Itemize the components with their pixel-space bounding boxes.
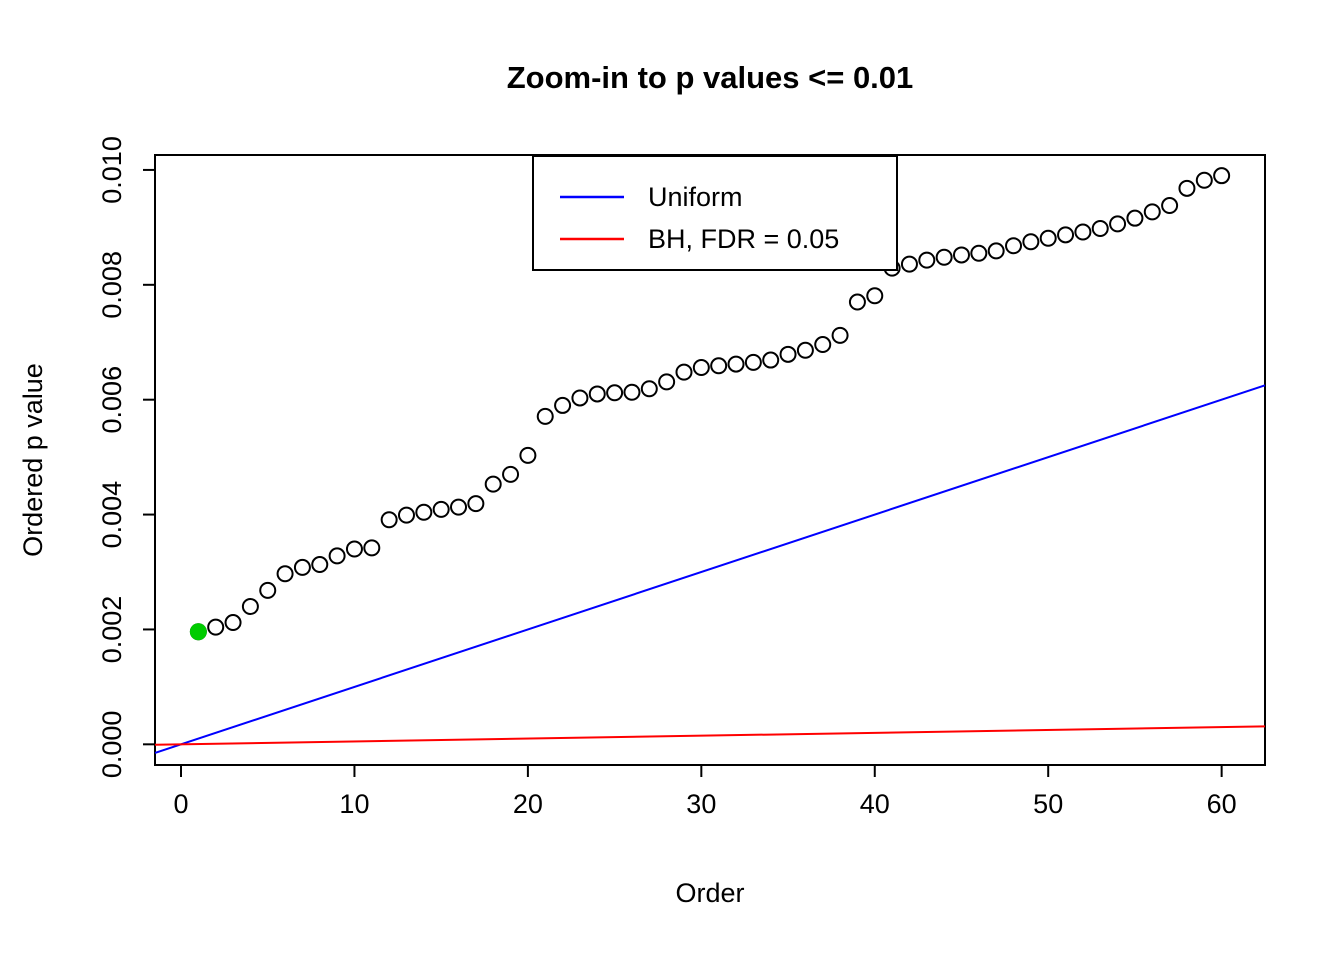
data-point (380, 511, 398, 529)
data-point (640, 380, 658, 398)
data-point (744, 353, 762, 371)
data-point (1195, 171, 1213, 189)
data-point (467, 495, 485, 513)
data-point (1091, 220, 1109, 238)
reference-line-uniform (154, 384, 1266, 754)
data-point (345, 540, 363, 558)
legend-label: Uniform (648, 182, 743, 212)
data-point (866, 287, 884, 305)
data-point (658, 373, 676, 391)
data-point (1109, 215, 1127, 233)
data-point (1074, 223, 1092, 241)
y-axis-label: Ordered p value (18, 363, 48, 557)
x-tick-label: 30 (686, 789, 716, 819)
data-point (762, 351, 780, 369)
data-point (432, 500, 450, 518)
data-point (502, 465, 520, 483)
data-point (450, 498, 468, 516)
data-point (710, 357, 728, 375)
data-point (415, 503, 433, 521)
x-tick-label: 50 (1033, 789, 1063, 819)
data-point (727, 355, 745, 373)
highlighted-data-point (189, 623, 207, 641)
x-tick-label: 20 (513, 789, 543, 819)
data-point (293, 558, 311, 576)
y-tick-label: 0.006 (97, 366, 127, 434)
data-point (623, 383, 641, 401)
legend-entries: Uniform BH, FDR = 0.05 (560, 182, 839, 254)
x-tick-label: 60 (1207, 789, 1237, 819)
data-point (363, 539, 381, 557)
data-point (554, 396, 572, 414)
data-point (970, 244, 988, 262)
data-point (311, 556, 329, 574)
data-point (241, 597, 259, 615)
reference-line-bh-fdr-0-05 (154, 725, 1266, 746)
legend-box (532, 155, 898, 271)
data-point (831, 326, 849, 344)
data-point (224, 614, 242, 632)
data-point (1022, 233, 1040, 251)
x-tick-label: 10 (339, 789, 369, 819)
data-point (1161, 197, 1179, 215)
y-tick-label: 0.002 (97, 596, 127, 664)
data-point (536, 407, 554, 425)
data-point (1005, 237, 1023, 255)
y-tick-label: 0.008 (97, 251, 127, 319)
legend: Uniform BH, FDR = 0.05 (532, 155, 898, 271)
data-point (259, 581, 277, 599)
y-tick-label: 0.000 (97, 711, 127, 779)
data-point (900, 255, 918, 273)
legend-label: BH, FDR = 0.05 (648, 224, 839, 254)
data-point (588, 385, 606, 403)
data-point (987, 242, 1005, 260)
data-point (207, 618, 225, 636)
data-point (796, 341, 814, 359)
data-point (1057, 226, 1075, 244)
data-point (484, 475, 502, 493)
data-point (814, 336, 832, 354)
data-series (154, 167, 1266, 754)
data-point (779, 345, 797, 363)
data-point (1213, 167, 1231, 185)
data-point (692, 359, 710, 377)
data-point (848, 293, 866, 311)
data-point (1039, 229, 1057, 247)
y-tick-label: 0.004 (97, 481, 127, 549)
data-point (397, 506, 415, 524)
data-point (675, 363, 693, 381)
data-point (276, 565, 294, 583)
data-point (1178, 179, 1196, 197)
x-tick-label: 40 (860, 789, 890, 819)
data-point (328, 547, 346, 565)
data-point (1126, 209, 1144, 227)
x-tick-label: 0 (174, 789, 189, 819)
data-point (952, 246, 970, 264)
axis-ticks: 0 10 20 30 40 50 60 0.000 0.002 0.004 0.006 0.008 0.… (97, 136, 1237, 819)
data-point (571, 389, 589, 407)
data-point (606, 384, 624, 402)
y-tick-label: 0.010 (97, 136, 127, 204)
data-point (1143, 203, 1161, 221)
data-point (918, 251, 936, 269)
x-axis-label: Order (675, 878, 744, 908)
data-point (935, 248, 953, 266)
data-point (519, 446, 537, 464)
chart-title: Zoom-in to p values <= 0.01 (507, 60, 914, 95)
